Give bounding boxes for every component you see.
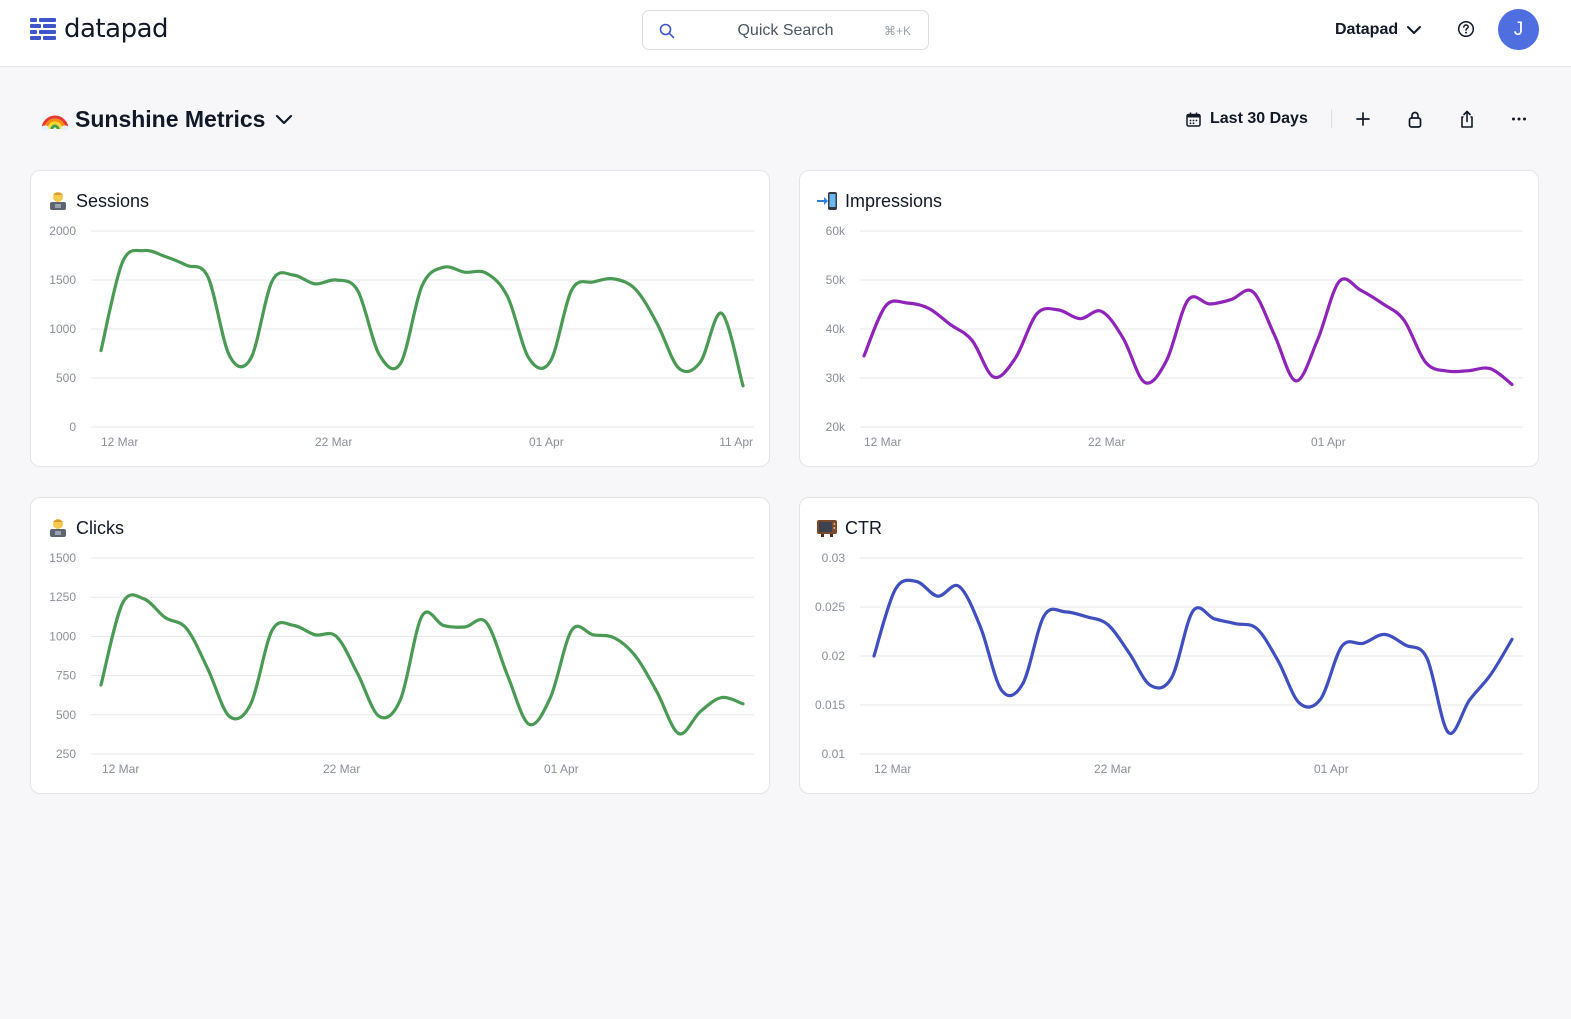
y-tick-label: 40k [826, 322, 846, 336]
date-range-label: Last 30 Days [1210, 110, 1308, 127]
question-circle-icon[interactable] [1457, 20, 1475, 38]
y-tick-label: 1500 [49, 551, 76, 565]
x-tick-label: 22 Mar [315, 435, 352, 449]
series-line [99, 248, 745, 388]
y-tick-label: 0 [69, 420, 76, 434]
impressions-card[interactable]: Impressions 20k 30k 40k 50k 60k 12 Mar 22 Mar 0… [799, 170, 1539, 467]
y-tick-label: 50k [826, 273, 846, 287]
date-range-button[interactable]: Last 30 Days [1186, 108, 1308, 130]
television-icon [817, 520, 837, 537]
y-tick-label: 250 [56, 747, 76, 761]
quick-search-input[interactable]: Quick Search ⌘+K [642, 10, 929, 50]
datapad-logo-icon [30, 18, 56, 40]
dashboard-title[interactable]: Sunshine Metrics [41, 104, 294, 134]
y-tick-label: 2000 [49, 224, 76, 238]
logo[interactable]: datapad [30, 14, 169, 44]
x-tick-label: 12 Mar [101, 435, 138, 449]
card-header: Clicks [47, 517, 124, 539]
search-shortcut: ⌘+K [883, 24, 911, 38]
chevron-down-icon [276, 114, 293, 125]
technologist-icon [50, 519, 66, 537]
y-tick-label: 1250 [49, 590, 76, 604]
card-header: Sessions [47, 190, 149, 212]
y-tick-label: 500 [56, 708, 76, 722]
app-name: datapad [64, 14, 169, 44]
share-icon[interactable] [1457, 109, 1477, 129]
y-tick-label: 750 [56, 669, 76, 683]
x-tick-label: 11 Apr [719, 435, 753, 449]
x-tick-label: 22 Mar [323, 762, 360, 776]
series-line [862, 277, 1514, 386]
x-tick-label: 01 Apr [1311, 435, 1346, 449]
ctr-chart: 0.01 0.015 0.02 0.025 0.03 12 Mar 22 Mar 01 Apr [815, 551, 1523, 776]
search-label: Quick Search [737, 22, 834, 39]
search-icon [659, 23, 675, 39]
y-tick-label: 60k [826, 224, 846, 238]
x-tick-label: 01 Apr [544, 762, 579, 776]
x-tick-label: 01 Apr [529, 435, 564, 449]
card-title: Impressions [845, 190, 943, 211]
series-line [99, 593, 745, 736]
mobile-arrow-icon [817, 192, 837, 210]
x-tick-label: 12 Mar [102, 762, 139, 776]
card-title: Sessions [76, 190, 150, 211]
impressions-chart: 20k 30k 40k 50k 60k 12 Mar 22 Mar 01 Apr [826, 224, 1523, 449]
y-tick-label: 1500 [49, 273, 76, 287]
clicks-chart: 250 500 750 1000 1250 1500 12 Mar 22 Mar 01 Apr [49, 551, 754, 776]
technologist-icon [50, 192, 66, 210]
x-tick-label: 22 Mar [1094, 762, 1131, 776]
x-tick-label: 22 Mar [1088, 435, 1125, 449]
sessions-chart: 0 500 1000 1500 2000 12 Mar 22 Mar 01 Apr 11 Apr [49, 224, 754, 449]
more-icon[interactable] [1509, 109, 1529, 129]
card-title: CTR [845, 517, 882, 538]
workspace-label: Datapad [1335, 21, 1399, 38]
card-header: Impressions [816, 190, 942, 212]
y-tick-label: 500 [56, 371, 76, 385]
top-bar: datapad Quick Search ⌘+K Datapad J [0, 0, 1571, 67]
clicks-card[interactable]: Clicks 250 500 750 1000 1250 1500 12 Mar 22 Mar… [30, 497, 770, 794]
toolbar-divider [1331, 110, 1332, 128]
y-tick-label: 30k [826, 371, 846, 385]
calendar-icon [1186, 112, 1201, 127]
avatar[interactable]: J [1498, 9, 1539, 50]
y-tick-label: 0.03 [822, 551, 846, 565]
lock-icon[interactable] [1405, 109, 1425, 129]
y-tick-label: 1000 [49, 322, 76, 336]
card-title: Clicks [76, 517, 124, 538]
y-tick-label: 0.025 [815, 600, 845, 614]
y-tick-label: 1000 [49, 629, 76, 643]
x-tick-label: 01 Apr [1314, 762, 1349, 776]
card-header: CTR [816, 517, 882, 539]
x-tick-label: 12 Mar [874, 762, 911, 776]
y-tick-label: 20k [826, 420, 846, 434]
rainbow-icon [41, 115, 69, 131]
workspace-switcher[interactable]: Datapad [1335, 18, 1422, 42]
sessions-card[interactable]: Sessions 0 500 1000 1500 2000 12 Mar 22 Mar 01 … [30, 170, 770, 467]
page-title: Sunshine Metrics [75, 105, 266, 132]
ctr-card[interactable]: CTR 0.01 0.015 0.02 0.025 0.03 12 Mar 22 Mar 01… [799, 497, 1539, 794]
chevron-down-icon [1407, 26, 1422, 34]
y-tick-label: 0.015 [815, 698, 845, 712]
plus-icon[interactable] [1353, 109, 1373, 129]
x-tick-label: 12 Mar [864, 435, 901, 449]
y-tick-label: 0.02 [822, 649, 846, 663]
series-line [872, 578, 1514, 736]
y-tick-label: 0.01 [822, 747, 846, 761]
